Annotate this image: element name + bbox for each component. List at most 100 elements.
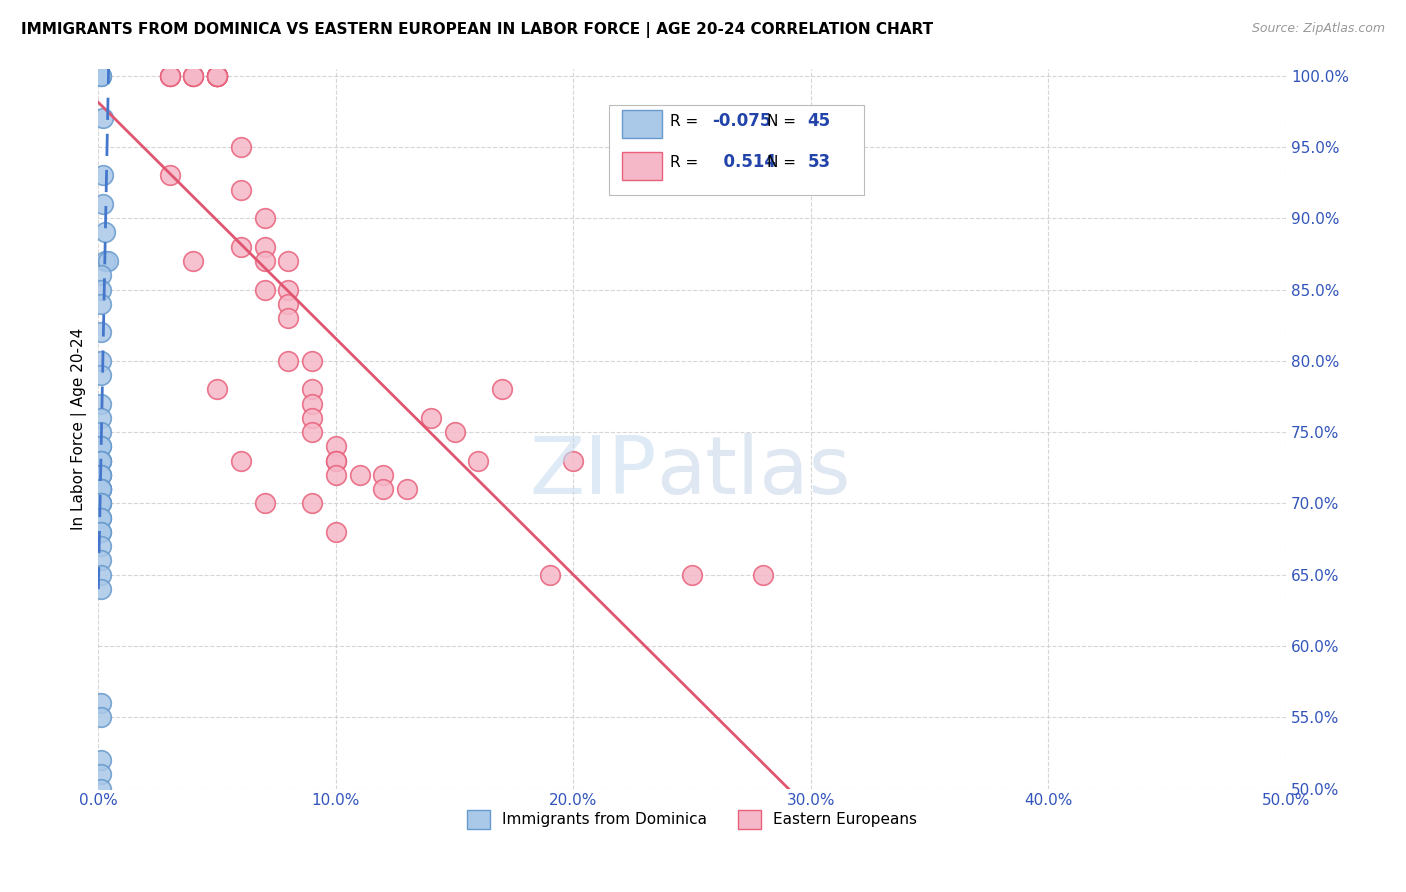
Point — [229, 183, 252, 197]
Point — [183, 69, 205, 83]
Point — [205, 69, 228, 83]
Point — [90, 510, 112, 524]
Point — [277, 297, 299, 311]
Point — [90, 69, 112, 83]
Legend: Immigrants from Dominica, Eastern Europeans: Immigrants from Dominica, Eastern Europe… — [461, 804, 924, 835]
Point — [349, 467, 371, 482]
Text: 53: 53 — [807, 153, 831, 171]
Point — [90, 696, 112, 710]
Point — [373, 482, 395, 496]
Point — [183, 254, 205, 268]
Point — [90, 453, 112, 467]
Point — [253, 283, 276, 297]
Text: -0.075: -0.075 — [713, 112, 772, 130]
Point — [94, 254, 117, 268]
Point — [90, 69, 112, 83]
Point — [90, 439, 112, 453]
Text: IMMIGRANTS FROM DOMINICA VS EASTERN EUROPEAN IN LABOR FORCE | AGE 20-24 CORRELAT: IMMIGRANTS FROM DOMINICA VS EASTERN EURO… — [21, 22, 934, 38]
Point — [90, 467, 112, 482]
Y-axis label: In Labor Force | Age 20-24: In Labor Force | Age 20-24 — [72, 327, 87, 530]
Text: Source: ZipAtlas.com: Source: ZipAtlas.com — [1251, 22, 1385, 36]
Point — [91, 169, 114, 183]
Point — [90, 482, 112, 496]
Point — [90, 268, 112, 283]
Point — [277, 283, 299, 297]
Point — [91, 197, 114, 211]
Text: ZIP: ZIP — [529, 433, 657, 511]
Point — [301, 382, 323, 396]
Point — [443, 425, 465, 439]
Point — [90, 396, 112, 410]
Point — [253, 240, 276, 254]
Point — [301, 353, 323, 368]
Point — [90, 496, 112, 510]
Point — [90, 567, 112, 582]
Point — [90, 496, 112, 510]
Point — [562, 453, 585, 467]
Point — [90, 582, 112, 596]
Point — [325, 467, 347, 482]
Point — [301, 396, 323, 410]
Point — [253, 254, 276, 268]
Text: N =: N = — [768, 154, 801, 169]
Point — [277, 353, 299, 368]
Point — [752, 567, 775, 582]
Point — [229, 140, 252, 154]
Point — [277, 311, 299, 326]
Point — [90, 453, 112, 467]
Point — [681, 567, 703, 582]
Point — [373, 467, 395, 482]
Point — [90, 524, 112, 539]
FancyBboxPatch shape — [609, 104, 865, 194]
Point — [325, 439, 347, 453]
Point — [90, 368, 112, 382]
Point — [205, 69, 228, 83]
Point — [97, 254, 120, 268]
Point — [90, 326, 112, 340]
Point — [159, 69, 181, 83]
Point — [205, 69, 228, 83]
Point — [90, 353, 112, 368]
FancyBboxPatch shape — [621, 152, 662, 180]
Text: N =: N = — [768, 113, 801, 128]
Point — [90, 767, 112, 781]
Point — [419, 410, 441, 425]
Point — [159, 169, 181, 183]
FancyBboxPatch shape — [621, 111, 662, 138]
Point — [325, 453, 347, 467]
Text: 45: 45 — [807, 112, 831, 130]
Point — [205, 69, 228, 83]
Point — [253, 496, 276, 510]
Text: atlas: atlas — [657, 433, 851, 511]
Point — [90, 410, 112, 425]
Point — [205, 69, 228, 83]
Point — [229, 453, 252, 467]
Point — [90, 510, 112, 524]
Point — [90, 482, 112, 496]
Point — [90, 482, 112, 496]
Point — [90, 482, 112, 496]
Point — [94, 226, 117, 240]
Point — [205, 69, 228, 83]
Point — [90, 553, 112, 567]
Point — [90, 496, 112, 510]
Point — [90, 467, 112, 482]
Point — [253, 211, 276, 226]
Point — [183, 69, 205, 83]
Point — [90, 753, 112, 767]
Point — [301, 496, 323, 510]
Point — [90, 539, 112, 553]
Point — [325, 524, 347, 539]
Point — [538, 567, 561, 582]
Point — [325, 453, 347, 467]
Point — [277, 254, 299, 268]
Point — [396, 482, 419, 496]
Point — [90, 283, 112, 297]
Point — [183, 69, 205, 83]
Point — [491, 382, 513, 396]
Point — [90, 524, 112, 539]
Point — [90, 453, 112, 467]
Point — [91, 112, 114, 126]
Point — [90, 710, 112, 724]
Point — [90, 297, 112, 311]
